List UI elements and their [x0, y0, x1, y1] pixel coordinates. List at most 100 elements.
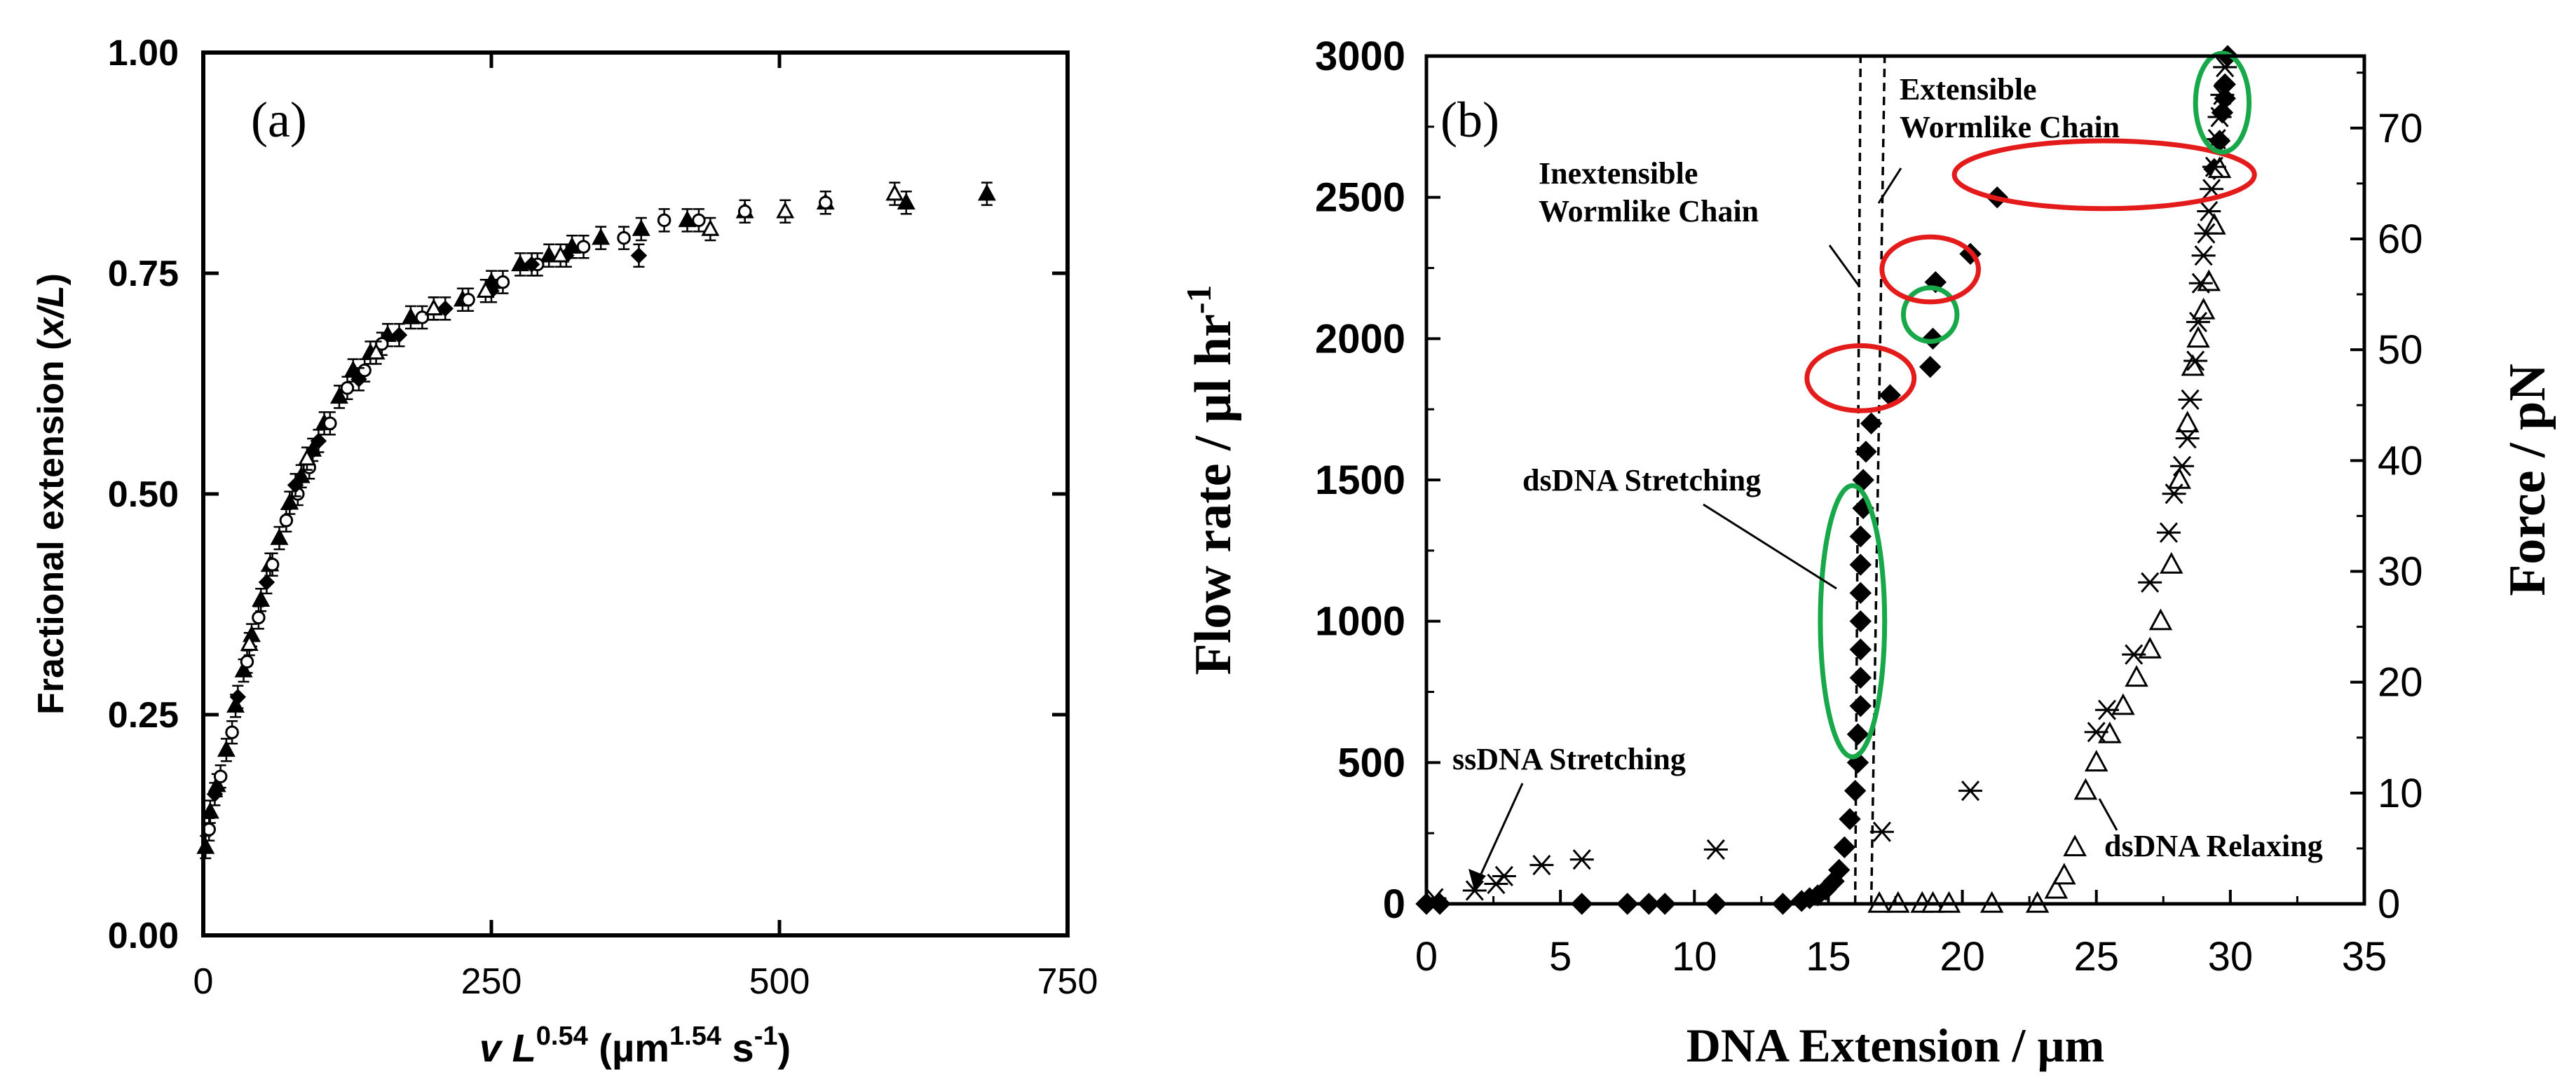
green-highlight-ellipse	[2193, 50, 2252, 155]
y-title-part-1: Fractional extension (	[31, 338, 71, 715]
panel-a-y-axis-title: Fractional extension (x/L)	[31, 273, 71, 715]
data-point	[540, 245, 559, 263]
y-title-part-3: )	[31, 273, 71, 285]
data-point	[1844, 779, 1867, 802]
x-tick-label: 30	[2208, 934, 2254, 980]
label-line-1: Inextensible	[1539, 156, 1698, 191]
panel-a-frame	[201, 50, 1070, 937]
panel-a-ticks: 0 250 500 750 0.00 0.25 0.50 0.75 1.00	[108, 33, 1098, 1002]
data-point	[390, 327, 408, 343]
y-tick-label: 1500	[1315, 458, 1405, 503]
data-point	[2138, 572, 2162, 593]
data-point	[240, 654, 254, 669]
panel-b-ticks: 0 5 10 15 20 25 30 35 0 500 1000 1500 2000 2500 3000 0 1…	[1315, 34, 2423, 980]
data-point	[1921, 327, 1944, 350]
data-point	[2188, 273, 2213, 294]
data-point	[343, 360, 362, 378]
y-tick-label: 0.50	[108, 474, 179, 515]
y-tick-label: 2500	[1315, 175, 1405, 221]
data-point	[1833, 836, 1856, 859]
data-point	[551, 245, 570, 263]
data-point	[258, 574, 275, 591]
y2-tick-label: 0	[2378, 881, 2400, 927]
data-point	[2084, 750, 2108, 772]
data-point	[977, 184, 996, 201]
panel-b-label: (b)	[1440, 92, 1499, 148]
data-point	[217, 740, 236, 757]
y2-tick-label: 60	[2378, 216, 2423, 262]
extensible-wlc-label: Extensible Wormlike Chain	[1900, 72, 2120, 144]
data-point	[1849, 694, 1872, 717]
data-point	[2194, 223, 2219, 244]
y-tick-label: 0.75	[108, 254, 179, 294]
green-highlight-ellipse	[1818, 483, 1888, 759]
panel-a-x-axis-title: v L0.54 (µm1.54 s-1)	[479, 1022, 791, 1070]
data-point	[229, 689, 247, 706]
x-tick-label: 0	[193, 961, 214, 1002]
y-tick-label: 0.00	[108, 916, 179, 956]
y-tick-label: 1.00	[108, 33, 179, 74]
data-point	[511, 254, 530, 272]
data-point	[1849, 610, 1872, 633]
x-tick-label: 35	[2342, 934, 2387, 980]
panel-b-frame	[1424, 54, 2366, 906]
data-point	[287, 476, 304, 494]
y-tick-label: 1000	[1315, 599, 1405, 645]
x-tick-label: 5	[1549, 934, 1572, 980]
data-point	[1849, 582, 1872, 605]
data-point	[678, 210, 697, 228]
data-point	[2170, 455, 2195, 476]
x-title-part-1: v L	[479, 1026, 536, 1070]
panel-b: 0 5 10 15 20 25 30 35 0 500 1000 1500 2000 2500 3000 0 1…	[1179, 34, 2556, 1072]
data-point	[2148, 608, 2173, 631]
x-tick-label: 500	[749, 961, 810, 1002]
data-point	[1849, 638, 1872, 661]
ss-stretching-arrowhead	[1468, 869, 1486, 890]
data-point	[630, 247, 648, 264]
data-point	[2044, 877, 2069, 899]
data-point	[576, 240, 591, 254]
panel-b-x-axis-title: DNA Extension / µm	[1686, 1019, 2104, 1072]
data-point	[2186, 326, 2210, 348]
data-point	[2063, 834, 2087, 857]
panel-b-y2-axis-title: Force / pN	[2499, 364, 2556, 596]
data-point	[297, 448, 316, 466]
data-point	[2159, 551, 2183, 574]
panel-a: 0 250 500 750 0.00 0.25 0.50 0.75 1.00 (a) v L0.…	[31, 33, 1098, 1070]
data-point	[776, 201, 795, 219]
data-point	[2207, 106, 2232, 128]
y-tick-label: 3000	[1315, 34, 1405, 79]
y-tick-label: 0	[1383, 881, 1405, 927]
panel-b-y-axis-title: Flow rate / µl hr-1	[1179, 285, 1242, 675]
data-point	[897, 193, 915, 209]
data-point	[2162, 483, 2186, 504]
label-line-1: Extensible	[1900, 72, 2037, 106]
data-point	[2122, 644, 2146, 665]
ss-stretching-pointer	[1474, 783, 1524, 887]
x-title-part-7: )	[777, 1026, 791, 1070]
ds-stretching-pointer	[1703, 503, 1837, 590]
data-point	[2210, 84, 2235, 105]
inextensible-wlc-label: Inextensible Wormlike Chain	[1539, 156, 1759, 228]
data-point	[737, 205, 752, 219]
data-point	[885, 184, 904, 201]
data-point	[1529, 855, 1554, 876]
data-point	[1869, 821, 1894, 842]
data-point	[2191, 297, 2216, 319]
red-highlight-ellipse	[1879, 234, 1982, 305]
data-point	[270, 528, 289, 545]
data-point	[461, 293, 475, 307]
ds-stretching-label: dsDNA Stretching	[1522, 463, 1761, 497]
y2-tick-label: 50	[2378, 327, 2423, 373]
data-point	[1860, 412, 1883, 435]
inextensible-wlc-pointer	[1828, 245, 1860, 287]
x-title-part-3: (µm	[588, 1026, 669, 1070]
x-title-part-2: 0.54	[536, 1022, 588, 1051]
y-title-part-2: -1	[1179, 285, 1218, 315]
data-point	[279, 514, 294, 528]
x-tick-label: 25	[2073, 934, 2119, 980]
data-point	[367, 343, 386, 360]
data-point	[415, 310, 430, 324]
data-point	[523, 256, 540, 273]
